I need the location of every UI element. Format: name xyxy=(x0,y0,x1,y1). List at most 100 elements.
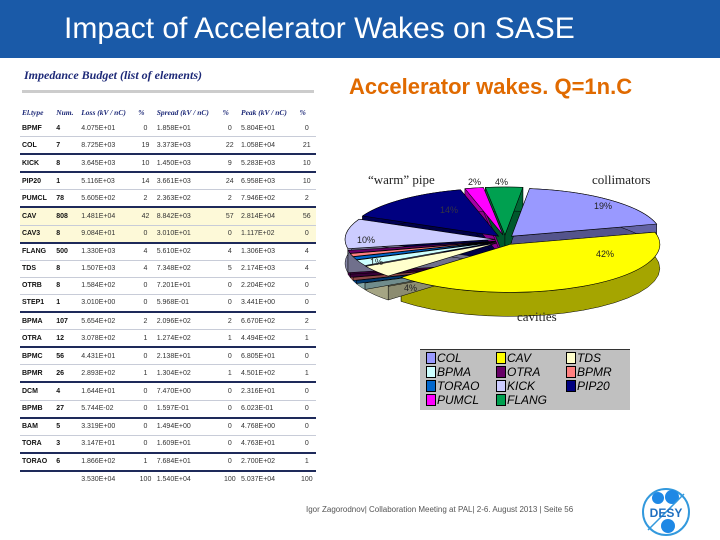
table-cell: 2 xyxy=(297,189,316,209)
table-cell: 2.700E+02 xyxy=(239,452,298,472)
pie-slice-side xyxy=(362,215,499,261)
legend-swatch xyxy=(426,394,436,406)
legend-label: TDS xyxy=(577,351,601,365)
table-cell: 0 xyxy=(297,277,316,295)
table-cell: 5.037E+04 xyxy=(241,476,276,484)
table-title: Impedance Budget (list of elements) xyxy=(24,68,202,82)
table-row: KICK 8 3.645E+03 10 1.450E+03 9 5.283E+03 10 xyxy=(20,154,316,174)
pie-slice-side xyxy=(464,187,504,260)
table-cell: 1.274E+02 xyxy=(154,329,221,349)
table-cell: CAV xyxy=(20,207,55,226)
legend-item: TORAO xyxy=(426,379,479,393)
legend-swatch xyxy=(566,352,576,364)
table-cell: 10 xyxy=(136,154,155,174)
table-cell: 0 xyxy=(220,382,240,401)
pie-slice-edge xyxy=(485,186,524,212)
table-cell: 8 xyxy=(54,225,80,244)
pie-slice-flang xyxy=(484,186,524,236)
table-cell: 4.494E+02 xyxy=(239,329,298,349)
table-cell: 4.501E+02 xyxy=(239,364,298,384)
table-cell: 7.470E+00 xyxy=(154,382,221,401)
table-cell: 4.075E+01 xyxy=(79,120,137,138)
table-cell: BPMR xyxy=(20,364,55,384)
table-row: 3.530E+04 100 1.540E+04 100 5.037E+04 100 xyxy=(20,471,316,488)
legend-item: TDS xyxy=(566,351,601,365)
table-cell: BPMB xyxy=(20,400,55,419)
table-cell: 0 xyxy=(220,452,240,472)
table-cell: COL xyxy=(20,136,55,156)
pie-slice-edge xyxy=(347,249,351,279)
table-cell: 4.431E+01 xyxy=(79,347,137,366)
legend-swatch xyxy=(496,394,506,406)
table-cell: 0 xyxy=(220,417,240,436)
pie-slice-side xyxy=(511,188,530,261)
table-cell: 0 xyxy=(220,347,240,366)
legend-swatch xyxy=(496,366,506,378)
pie-slice-side xyxy=(365,242,498,291)
table-cell: 100 xyxy=(223,476,236,484)
table-cell: 0 xyxy=(136,400,155,419)
table-cell: 1.644E+01 xyxy=(79,382,137,401)
table-cell: 0 xyxy=(297,435,316,454)
table-row: BPMF 4 4.075E+01 0 1.858E+01 0 5.804E+01 0 xyxy=(20,120,316,138)
table-cell: 1 xyxy=(297,364,316,384)
desy-logo: DESY xyxy=(642,488,690,536)
table-cell xyxy=(20,471,54,488)
table-cell: 56 xyxy=(54,347,80,366)
table-cell: 1.450E+03 xyxy=(154,154,221,174)
svg-text:DESY: DESY xyxy=(650,506,683,520)
table-cell: BPMA xyxy=(20,312,55,331)
table-cell: 14 xyxy=(136,172,155,191)
table-cell: 1.609E+01 xyxy=(154,435,221,454)
table-cell: 7.201E+01 xyxy=(154,277,221,295)
table-row: BPMA 107 5.654E+02 2 2.096E+02 2 6.670E+02 2 xyxy=(20,312,316,331)
table-cell: CAV3 xyxy=(20,225,55,244)
table-cell: PUMCL xyxy=(20,189,55,209)
table-cell: DCM xyxy=(20,382,55,401)
column-header: Num. xyxy=(56,107,74,117)
table-cell: TORAO xyxy=(20,452,55,472)
table-row: OTRA 12 3.078E+02 1 1.274E+02 1 4.494E+02 1 xyxy=(20,329,316,349)
table-cell: 3.661E+03 xyxy=(154,172,221,191)
table-cell: 4.763E+01 xyxy=(239,435,298,454)
table-cell: 1.117E+02 xyxy=(239,225,298,244)
pie-slice-tds xyxy=(365,242,498,277)
table-cell: 8 xyxy=(54,154,80,174)
table-cell: 0 xyxy=(136,417,155,436)
table-cell: 4 xyxy=(220,242,240,261)
table-cell: 78 xyxy=(54,189,80,209)
table-cell: 5.283E+03 xyxy=(239,154,298,174)
table-cell: 5.804E+01 xyxy=(239,120,298,138)
table-row: DCM 4 1.644E+01 0 7.470E+00 0 2.316E+01 0 xyxy=(20,382,316,401)
table-row: PIP20 1 5.116E+03 14 3.661E+03 24 6.958E+03 10 xyxy=(20,172,316,191)
table-cell: 5.968E-01 xyxy=(154,294,221,314)
table-cell: 0 xyxy=(297,294,316,314)
column-header: El.type xyxy=(22,107,44,117)
pie-slice-side xyxy=(509,231,656,269)
table-row: BPMR 26 2.893E+02 1 1.304E+02 1 4.501E+02 1 xyxy=(20,364,316,384)
table-cell: 4.768E+00 xyxy=(239,417,298,436)
legend-label: CAV xyxy=(507,351,532,365)
table-cell: 6.958E+03 xyxy=(239,172,298,191)
table-cell: 1 xyxy=(136,364,155,384)
pie-slice-edge xyxy=(400,231,661,317)
table-cell: 1.584E+02 xyxy=(79,277,137,295)
legend-swatch xyxy=(426,380,436,392)
table-cell: 4 xyxy=(136,242,155,261)
table-cell: 0 xyxy=(220,435,240,454)
table-cell: 3.078E+02 xyxy=(79,329,137,349)
table-row: BPMC 56 4.431E+01 0 2.138E+01 0 6.805E+01 0 xyxy=(20,347,316,366)
pie-slice-pumcl xyxy=(464,187,504,236)
table-cell: 1.058E+04 xyxy=(239,136,298,156)
data-label-cav: 42% xyxy=(596,249,615,259)
legend-label: PIP20 xyxy=(577,379,610,393)
annotation-warm-pipe: “warm” pipe xyxy=(368,172,435,187)
pie-slice-edge xyxy=(464,187,484,213)
table-cell: 5 xyxy=(54,417,80,436)
pie-slice-edge xyxy=(350,252,354,282)
table-cell: 1.494E+00 xyxy=(154,417,221,436)
pie-slice-col xyxy=(511,188,658,237)
table-row: STEP1 1 3.010E+00 0 5.968E-01 0 3.441E+00 0 xyxy=(20,294,316,314)
impedance-table: El.type Num. Loss (kV / nC)% Spread (kV / n… xyxy=(20,104,316,488)
table-cell: 5 xyxy=(220,260,240,278)
